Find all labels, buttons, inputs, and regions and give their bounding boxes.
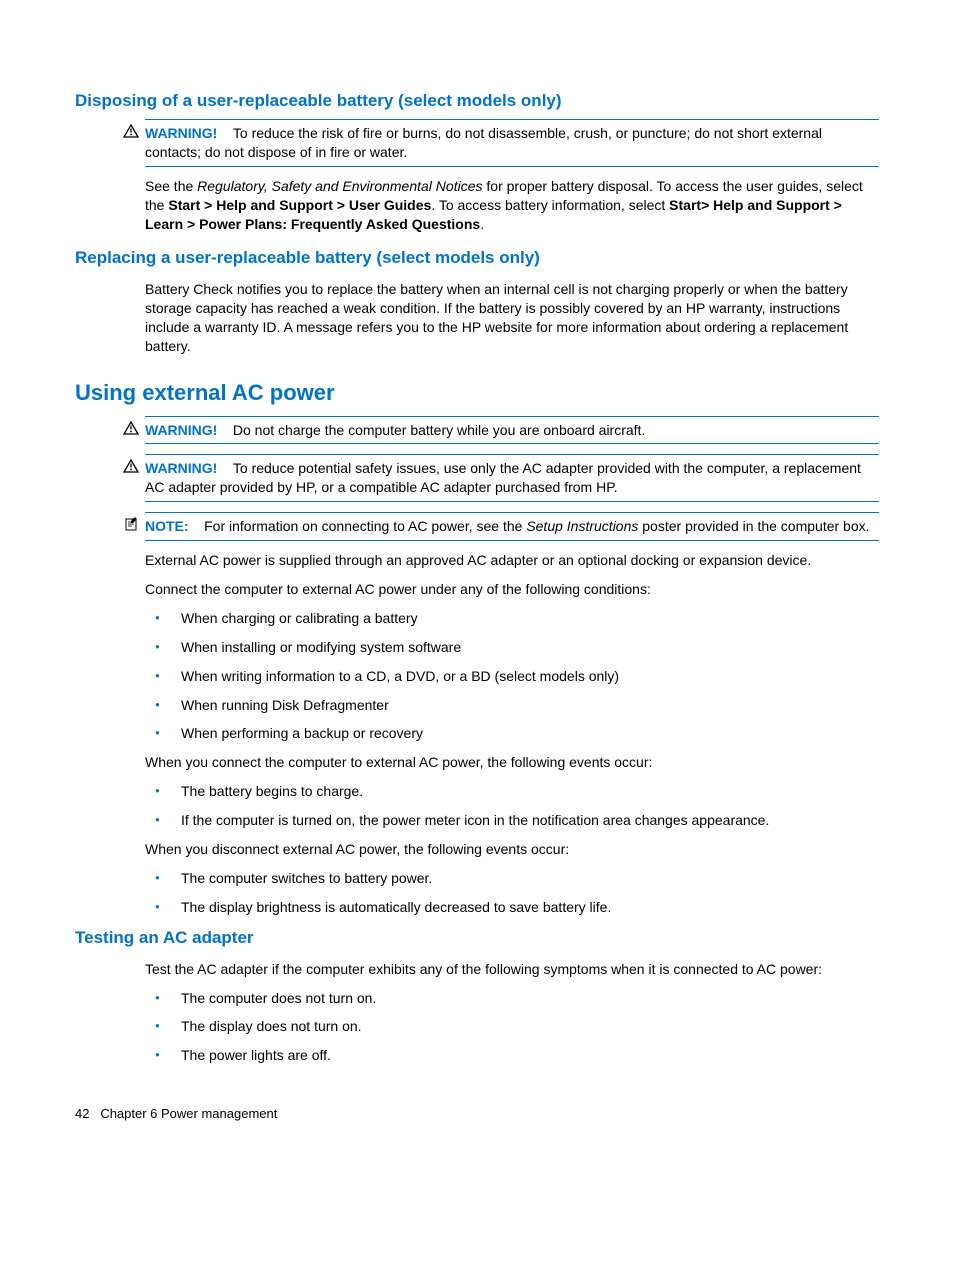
warning-box-2: WARNING! Do not charge the computer batt… <box>145 416 879 445</box>
heading-disposing: Disposing of a user-replaceable battery … <box>75 90 879 113</box>
warning-box-3: WARNING! To reduce potential safety issu… <box>145 454 879 502</box>
chapter-label: Chapter 6 Power management <box>100 1106 277 1121</box>
page: Disposing of a user-replaceable battery … <box>75 90 879 1210</box>
heading-ac-power: Using external AC power <box>75 378 879 408</box>
page-number: 42 <box>75 1106 89 1121</box>
list-item: The display does not turn on. <box>145 1017 879 1036</box>
testing-paragraph: Test the AC adapter if the computer exhi… <box>145 960 879 979</box>
warning-box-1: WARNING! To reduce the risk of fire or b… <box>145 119 879 167</box>
list-item: When charging or calibrating a battery <box>145 609 879 628</box>
note-box: NOTE: For information on connecting to A… <box>145 512 879 541</box>
list-item: When installing or modifying system soft… <box>145 638 879 657</box>
list-item: The power lights are off. <box>145 1046 879 1065</box>
list-item: The battery begins to charge. <box>145 782 879 801</box>
page-footer: 42 Chapter 6 Power management <box>75 1105 277 1123</box>
note-text: For information on connecting to AC powe… <box>192 518 869 534</box>
conditions-list: When charging or calibrating a battery W… <box>75 609 879 743</box>
warning-text: Do not charge the computer battery while… <box>221 422 645 438</box>
list-item: When running Disk Defragmenter <box>145 696 879 715</box>
ac-paragraph-3: When you connect the computer to externa… <box>145 753 879 772</box>
ac-paragraph-4: When you disconnect external AC power, t… <box>145 840 879 859</box>
heading-testing: Testing an AC adapter <box>75 927 879 950</box>
symptoms-list: The computer does not turn on. The displ… <box>75 989 879 1066</box>
warning-icon <box>123 124 139 143</box>
warning-icon <box>123 459 139 478</box>
ac-paragraph-1: External AC power is supplied through an… <box>145 551 879 570</box>
list-item: The computer switches to battery power. <box>145 869 879 888</box>
note-icon <box>123 517 139 536</box>
warning-label: WARNING! <box>145 460 217 476</box>
warning-label: WARNING! <box>145 422 217 438</box>
warning-text: To reduce the risk of fire or burns, do … <box>145 125 822 160</box>
heading-replacing: Replacing a user-replaceable battery (se… <box>75 247 879 270</box>
list-item: The computer does not turn on. <box>145 989 879 1008</box>
list-item: The display brightness is automatically … <box>145 898 879 917</box>
replacing-paragraph: Battery Check notifies you to replace th… <box>145 280 879 356</box>
warning-text: To reduce potential safety issues, use o… <box>145 460 861 495</box>
warning-icon <box>123 421 139 440</box>
disposal-paragraph: See the Regulatory, Safety and Environme… <box>145 177 879 234</box>
list-item: When writing information to a CD, a DVD,… <box>145 667 879 686</box>
disconnect-events-list: The computer switches to battery power. … <box>75 869 879 917</box>
note-label: NOTE: <box>145 518 189 534</box>
ac-paragraph-2: Connect the computer to external AC powe… <box>145 580 879 599</box>
connect-events-list: The battery begins to charge. If the com… <box>75 782 879 830</box>
list-item: If the computer is turned on, the power … <box>145 811 879 830</box>
warning-label: WARNING! <box>145 125 217 141</box>
list-item: When performing a backup or recovery <box>145 724 879 743</box>
